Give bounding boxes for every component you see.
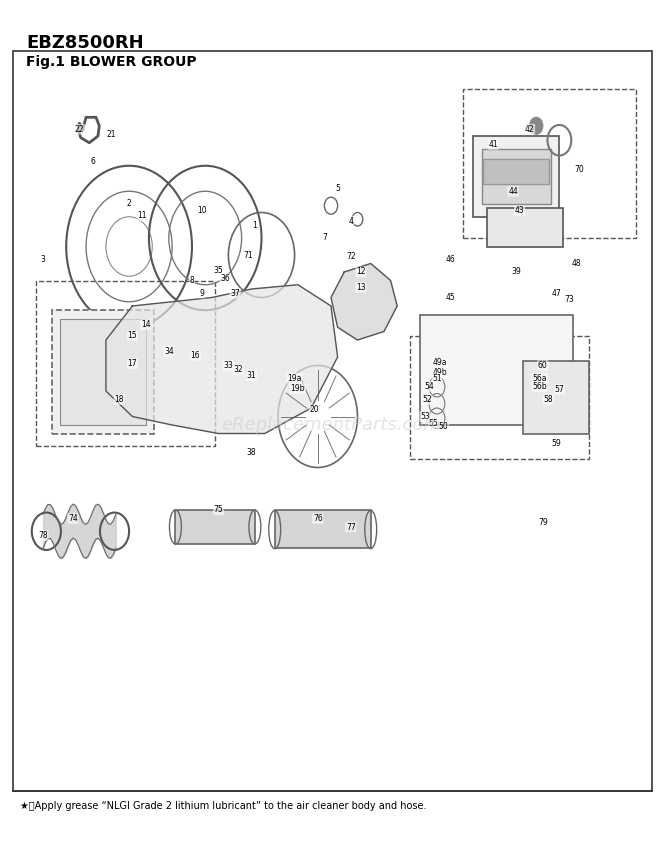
Text: 22: 22 <box>75 125 84 133</box>
Bar <box>473 136 559 217</box>
Text: 38: 38 <box>247 448 256 456</box>
Text: 48: 48 <box>571 259 581 268</box>
Text: 76: 76 <box>313 514 322 523</box>
Text: 77: 77 <box>346 523 355 531</box>
Text: 35: 35 <box>214 266 223 275</box>
Text: 18: 18 <box>115 395 124 404</box>
Text: 70: 70 <box>575 166 584 174</box>
Text: 1: 1 <box>252 221 258 230</box>
Text: 13: 13 <box>356 283 365 292</box>
Bar <box>13 51 652 791</box>
Text: 14: 14 <box>141 320 150 329</box>
Bar <box>487 208 563 246</box>
Text: 60: 60 <box>538 361 547 370</box>
Bar <box>52 310 154 434</box>
Text: 11: 11 <box>138 212 147 220</box>
Text: 16: 16 <box>191 351 200 360</box>
Text: 39: 39 <box>512 268 521 276</box>
Bar <box>60 319 146 425</box>
Text: 17: 17 <box>128 360 137 368</box>
Text: 8: 8 <box>189 276 195 285</box>
Text: 3: 3 <box>40 255 46 264</box>
Text: 79: 79 <box>538 518 547 527</box>
Text: 56b: 56b <box>532 382 547 391</box>
Text: 78: 78 <box>38 531 48 540</box>
Text: 33: 33 <box>224 361 233 370</box>
Text: 57: 57 <box>555 385 564 394</box>
Text: 9: 9 <box>199 289 205 297</box>
Text: 36: 36 <box>220 275 230 283</box>
Text: 46: 46 <box>446 255 455 264</box>
Text: 15: 15 <box>128 332 137 340</box>
Text: 49a: 49a <box>433 359 448 367</box>
Polygon shape <box>331 264 397 340</box>
Text: 5: 5 <box>335 184 340 193</box>
Text: 47: 47 <box>551 289 561 297</box>
Circle shape <box>530 117 543 134</box>
Text: 37: 37 <box>230 289 240 297</box>
Bar <box>175 510 255 544</box>
Text: 2: 2 <box>126 200 132 208</box>
Bar <box>482 149 551 204</box>
Text: 42: 42 <box>525 125 534 133</box>
Text: 12: 12 <box>356 268 365 276</box>
Bar <box>463 89 636 238</box>
Text: 34: 34 <box>164 347 173 355</box>
Bar <box>275 510 371 548</box>
Text: 74: 74 <box>68 514 77 523</box>
Bar <box>36 280 215 446</box>
Text: EBZ8500RH: EBZ8500RH <box>26 34 144 52</box>
Text: 7: 7 <box>322 234 327 242</box>
Text: 51: 51 <box>432 374 442 382</box>
Bar <box>523 361 589 434</box>
Text: 54: 54 <box>424 382 434 391</box>
Text: 19a: 19a <box>287 374 302 382</box>
Text: 52: 52 <box>422 395 432 404</box>
Text: 19b: 19b <box>291 384 305 393</box>
Text: 55: 55 <box>429 419 438 428</box>
Text: 44: 44 <box>508 187 518 196</box>
Bar <box>420 314 573 425</box>
Text: 6: 6 <box>90 157 95 166</box>
Text: 43: 43 <box>515 207 524 215</box>
Text: 58: 58 <box>544 395 553 404</box>
Text: 4: 4 <box>348 217 354 225</box>
Text: 72: 72 <box>346 252 355 261</box>
Text: 50: 50 <box>439 422 448 431</box>
Text: 53: 53 <box>420 412 430 421</box>
Text: 10: 10 <box>197 207 207 215</box>
Text: 75: 75 <box>214 506 223 514</box>
Text: 21: 21 <box>107 130 116 139</box>
Text: 45: 45 <box>446 293 455 302</box>
Text: 20: 20 <box>310 405 319 414</box>
Text: 73: 73 <box>565 295 574 303</box>
Bar <box>483 159 549 184</box>
Text: 49b: 49b <box>433 368 448 377</box>
Text: Fig.1 BLOWER GROUP: Fig.1 BLOWER GROUP <box>26 55 197 69</box>
Polygon shape <box>106 285 338 434</box>
Text: 32: 32 <box>234 366 243 374</box>
Text: 59: 59 <box>551 439 561 448</box>
Text: 71: 71 <box>244 251 253 259</box>
Text: 31: 31 <box>247 371 256 380</box>
Bar <box>410 336 589 459</box>
Text: ★：Apply grease “NLGI Grade 2 lithium lubricant” to the air cleaner body and hose: ★：Apply grease “NLGI Grade 2 lithium lub… <box>20 801 426 811</box>
Text: 56a: 56a <box>532 374 547 382</box>
Text: eReplacementParts.com: eReplacementParts.com <box>221 416 441 434</box>
Text: 41: 41 <box>489 140 498 149</box>
